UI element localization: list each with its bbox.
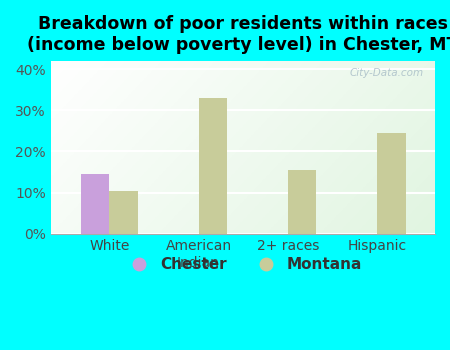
Bar <box>198 98 227 234</box>
Text: City-Data.com: City-Data.com <box>349 68 423 78</box>
Title: Breakdown of poor residents within races
(income below poverty level) in Chester: Breakdown of poor residents within races… <box>27 15 450 54</box>
Bar <box>81 174 109 234</box>
Legend: Chester, Montana: Chester, Montana <box>118 251 369 278</box>
Bar <box>288 170 316 234</box>
Bar <box>109 190 138 234</box>
Bar <box>377 133 405 234</box>
